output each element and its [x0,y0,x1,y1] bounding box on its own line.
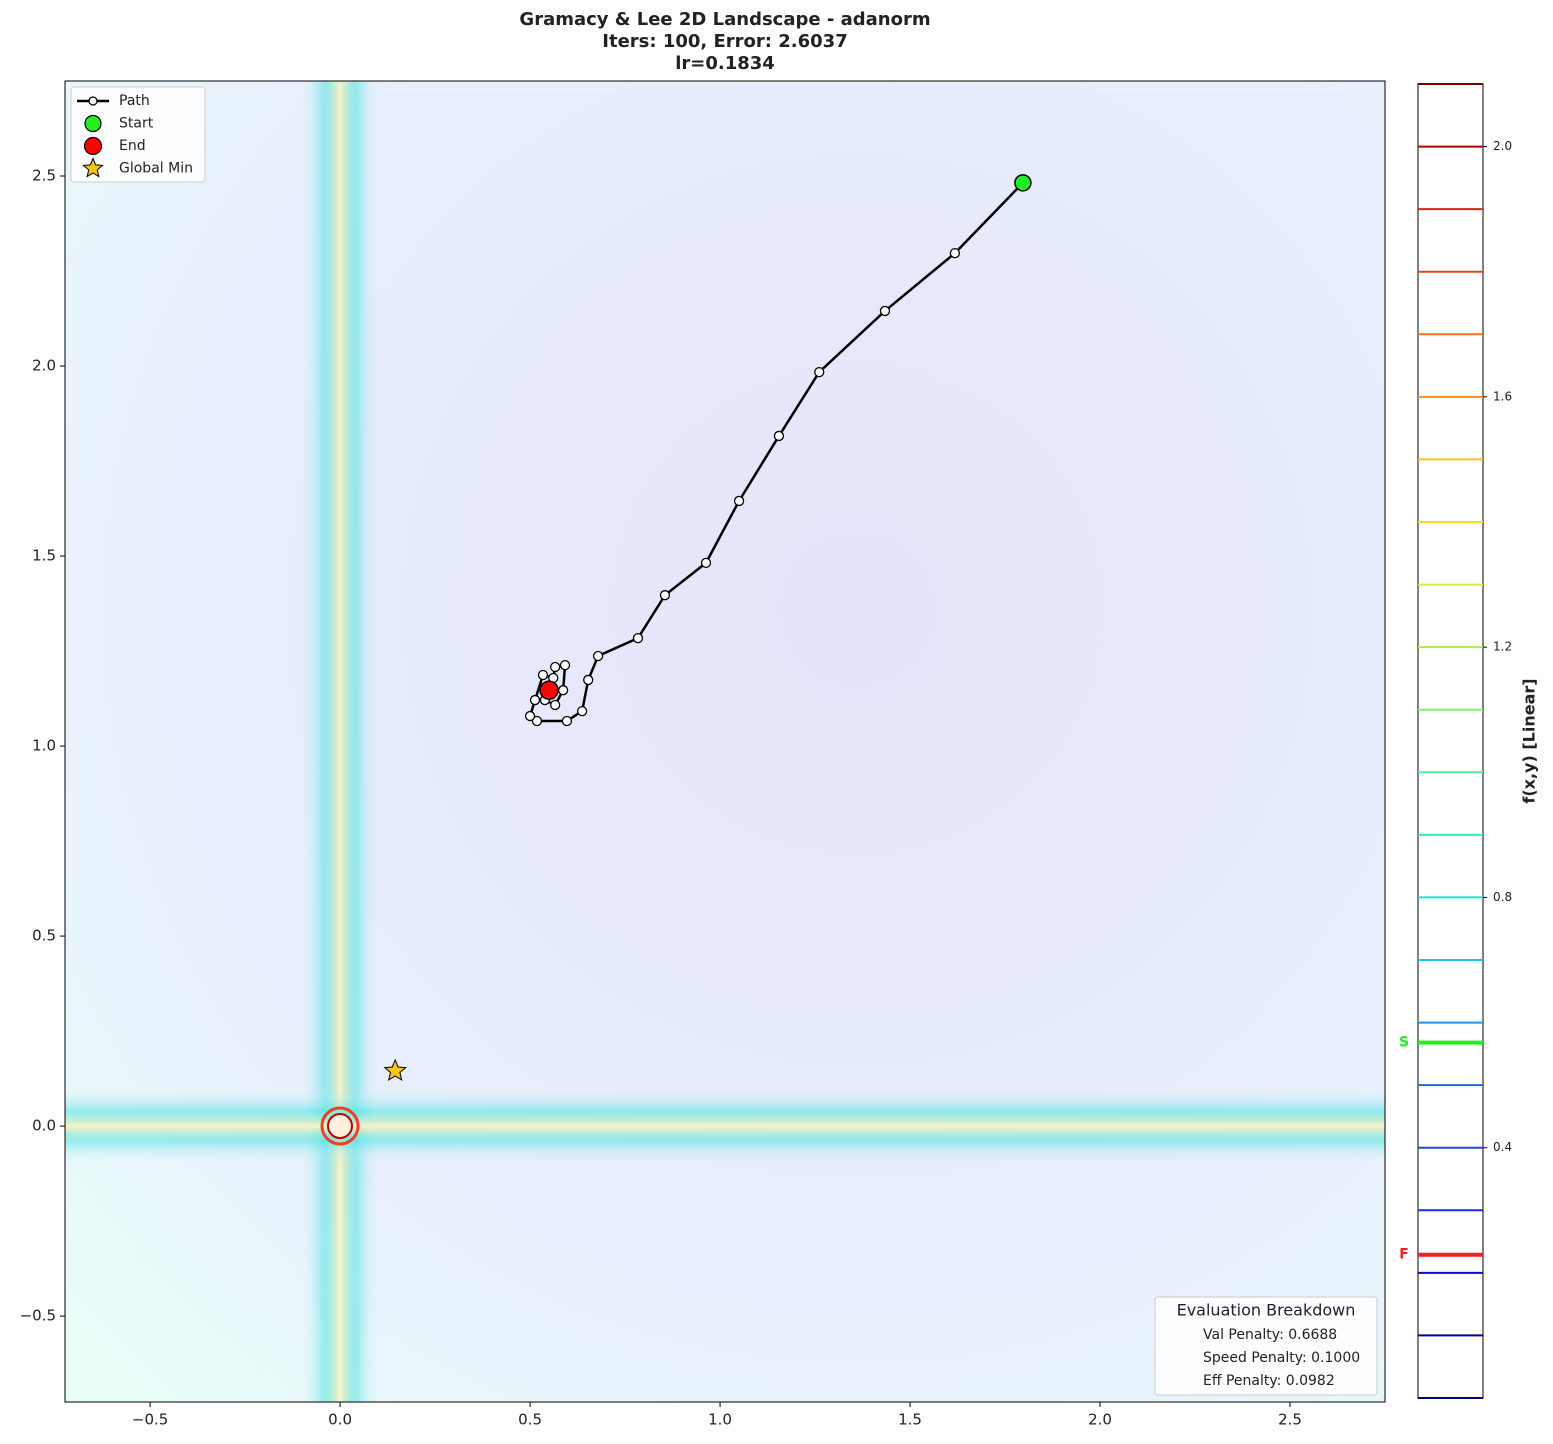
legend-symbol [84,114,102,133]
evaluation-title: Evaluation Breakdown [1177,1301,1356,1320]
y-tick-label: 1.0 [32,737,56,755]
path-point [559,659,571,671]
y-tick-label: 2.0 [32,357,56,375]
plot-background [65,81,1385,1402]
path-point [550,699,561,711]
evaluation-line: Speed Penalty: 0.1000 [1203,1350,1360,1366]
evaluation-frame [1154,1296,1378,1396]
x-tick-label: 1.0 [708,1411,732,1429]
global-min-marker [383,1058,407,1081]
path-point [537,669,549,681]
path-point [773,430,785,442]
ridge-band [65,1088,1385,1164]
path-point [592,650,604,662]
x-tick-label: 0.0 [328,1411,352,1429]
y-tick-label: 1.5 [32,547,56,565]
path-point [949,248,961,259]
x-tick-label: 0.5 [518,1411,542,1429]
path-point [583,674,594,686]
ridge-band [300,81,380,1402]
evaluation-line: Eff Penalty: 0.0982 [1203,1373,1335,1389]
colorbar-tick-label: 1.2 [1493,640,1512,654]
legend-box [70,86,206,183]
start-marker [1014,174,1032,192]
x-tick-label: 2.0 [1088,1411,1112,1429]
colorbar: f(x,y) [Linear] 0.4 0.8 1.2 1.6 2.0 S F [1399,83,1539,1399]
plot-frame [64,80,1386,1403]
title-line: lr=0.1834 [675,53,775,74]
colorbar-tick-label: 0.8 [1493,890,1512,904]
path-point [659,590,671,601]
path-point [561,715,573,727]
y-tick-label: 0.0 [32,1117,56,1135]
path-point [733,495,745,507]
path-point [700,557,712,569]
legend-symbol [83,136,103,156]
path-point [632,632,644,644]
x-tick-label: −0.5 [132,1411,168,1429]
peak-contour [320,1106,360,1146]
evaluation-box: Evaluation Breakdown Val Penalty: 0.6688… [1154,1296,1378,1396]
path-point [531,715,543,727]
path-point [550,661,561,673]
peak-contour [327,1113,353,1139]
colorbar-frame [1417,83,1484,1399]
x-tick-label: 2.5 [1278,1411,1302,1429]
legend-symbol [88,96,98,106]
evaluation-line: Val Penalty: 0.6688 [1203,1327,1337,1343]
legend-label: Start [119,116,154,132]
path-point [576,705,588,717]
colorbar-marker-label: S [1399,1035,1409,1051]
path-point [879,305,891,317]
path-point [814,366,825,378]
title-line: Iters: 100, Error: 2.6037 [602,31,847,52]
y-tick-label: −0.5 [20,1307,56,1325]
path-point [529,694,541,706]
y-tick-label: 0.5 [32,927,56,945]
legend: Path Start End Global Min [70,86,206,183]
title: Gramacy & Lee 2D Landscape - adanorm Ite… [519,9,930,74]
legend-label: Path [119,93,150,109]
x-tick-label: 1.5 [898,1411,922,1429]
colorbar-tick-label: 2.0 [1493,139,1512,153]
y-tick-label: 2.5 [32,167,56,185]
plot [383,174,1032,1081]
title-line: Gramacy & Lee 2D Landscape - adanorm [519,9,930,30]
path-point [524,710,536,722]
colorbar-marker-label: F [1399,1247,1409,1263]
legend-label: Global Min [119,161,193,177]
colorbar-label: f(x,y) [Linear] [1520,678,1539,803]
legend-symbol [82,157,104,178]
colorbar-tick-label: 0.4 [1493,1140,1512,1154]
end-marker [539,680,559,700]
path-point [557,685,569,696]
legend-label: End [119,138,146,154]
colorbar-tick-label: 1.6 [1493,389,1512,403]
